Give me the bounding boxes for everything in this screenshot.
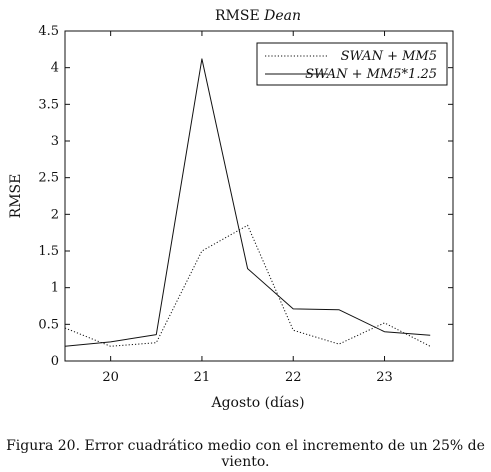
x-tick-label: 21 bbox=[194, 370, 211, 385]
chart-title: RMSE Dean bbox=[215, 8, 301, 24]
chart-title-italic: Dean bbox=[263, 8, 301, 24]
y-tick-label: 3 bbox=[51, 134, 59, 149]
figure-caption: Figura 20. Error cuadrático medio con el… bbox=[6, 438, 485, 470]
x-tick-label: 20 bbox=[102, 370, 119, 385]
x-axis-label: Agosto (días) bbox=[210, 395, 304, 411]
chart-title-prefix: RMSE bbox=[215, 8, 260, 24]
y-tick-label: 2.5 bbox=[38, 171, 59, 186]
legend-label-swan-mm5-125: SWAN + MM5*1.25 bbox=[305, 67, 437, 82]
y-axis-label: RMSE bbox=[8, 174, 24, 219]
axis-ticks: 0 0.5 1 1.5 2 2.5 3 3.5 4 4.5 20 21 22 23 bbox=[38, 24, 453, 385]
y-tick-label: 3.5 bbox=[38, 97, 59, 112]
legend-label-swan-mm5: SWAN + MM5 bbox=[341, 49, 437, 64]
y-tick-label: 1 bbox=[51, 281, 59, 296]
y-tick-label: 1.5 bbox=[38, 244, 59, 259]
legend-box bbox=[256, 42, 448, 86]
plot-frame bbox=[64, 30, 454, 362]
series-group bbox=[64, 58, 431, 347]
x-tick-label: 22 bbox=[285, 370, 302, 385]
y-tick-label: 4.5 bbox=[38, 24, 59, 39]
rmse-chart: RMSE Dean 0 0.5 1 1.5 2 2.5 3 3.5 4 4.5 20 21 22 23 A… bbox=[8, 8, 454, 411]
series-line-swan-mm5 bbox=[64, 224, 431, 347]
y-tick-label: 0.5 bbox=[38, 317, 59, 332]
legend: SWAN + MM5 SWAN + MM5*1.25 bbox=[256, 42, 448, 86]
series-line-swan-mm5-125 bbox=[64, 58, 431, 347]
y-tick-label: 4 bbox=[51, 61, 59, 76]
y-tick-label: 2 bbox=[51, 207, 59, 222]
y-tick-label: 0 bbox=[51, 354, 59, 369]
x-tick-label: 23 bbox=[376, 370, 393, 385]
